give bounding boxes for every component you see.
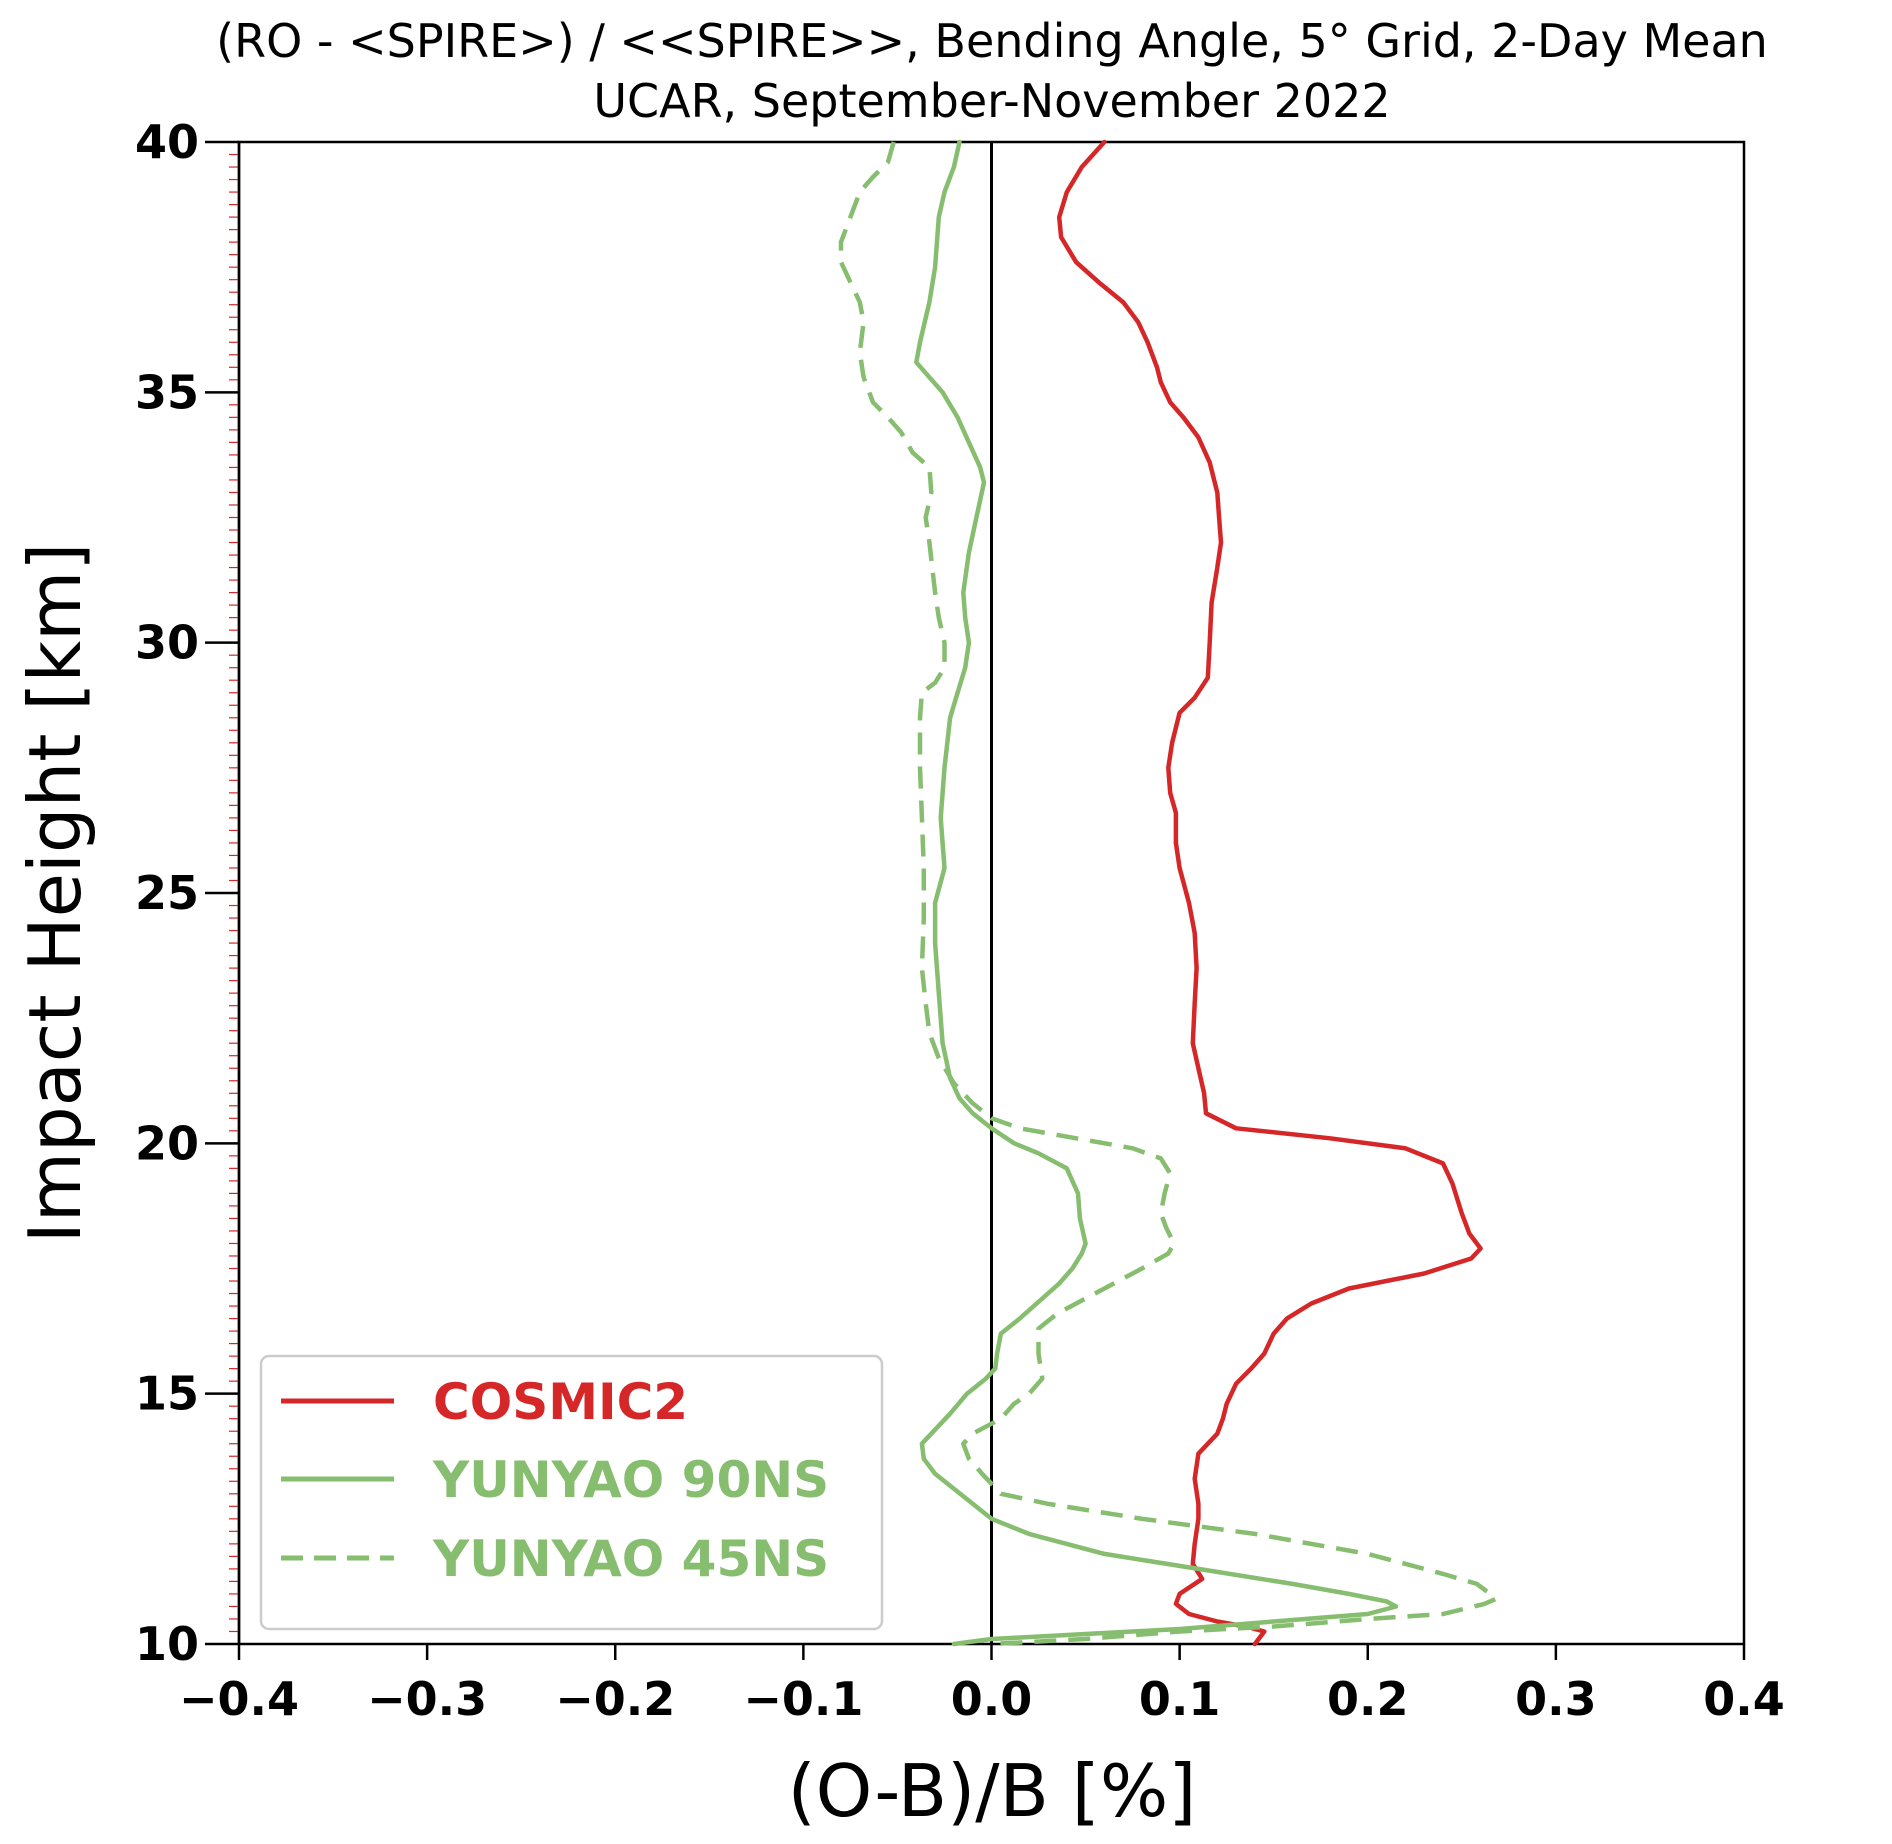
legend-box [259,1354,884,1631]
series-line-yunyao-45ns [838,141,1498,1647]
x-tick-label: −0.1 [743,1672,863,1726]
y-tick-label: 30 [135,616,199,670]
x-tick-label: −0.3 [367,1672,487,1726]
x-tick-label: −0.4 [179,1672,299,1726]
x-tick-label: 0.1 [1139,1672,1221,1726]
y-axis-ticks: 10 15 20 25 30 35 40 [135,115,239,1671]
y-tick-label: 10 [135,1617,199,1671]
chart-subtitle: UCAR, September-November 2022 [593,74,1390,128]
legend-label-yunyao-45ns: YUNYAO 45NS [432,1530,829,1588]
x-axis-label: (O-B)/B [%] [788,1749,1197,1833]
x-tick-label: 0.0 [951,1672,1033,1726]
chart-title: (RO - <SPIRE>) / <<SPIRE>>, Bending Angl… [216,14,1768,68]
x-tick-label: 0.4 [1703,1672,1785,1726]
legend-label-yunyao-90ns: YUNYAO 90NS [432,1451,829,1509]
y-axis-label: Impact Height [km] [13,543,97,1244]
x-axis-ticks: −0.4 −0.3 −0.2 −0.1 0.0 0.1 0.2 0.3 0.4 [179,1644,1785,1726]
y-tick-label: 40 [135,115,199,169]
y-tick-label: 35 [135,365,199,419]
series-lines [838,139,1498,1647]
series-line-yunyao-90ns [914,139,1399,1647]
x-tick-label: 0.3 [1515,1672,1597,1726]
y-tick-label: 20 [135,1116,199,1170]
legend: COSMIC2 YUNYAO 90NS YUNYAO 45NS [259,1354,884,1631]
legend-label-cosmic2: COSMIC2 [433,1373,688,1431]
y-tick-label: 25 [135,866,199,920]
series-line-cosmic2 [1056,139,1483,1647]
x-tick-label: −0.2 [555,1672,675,1726]
y-tick-label: 15 [135,1367,199,1421]
x-tick-label: 0.2 [1327,1672,1409,1726]
